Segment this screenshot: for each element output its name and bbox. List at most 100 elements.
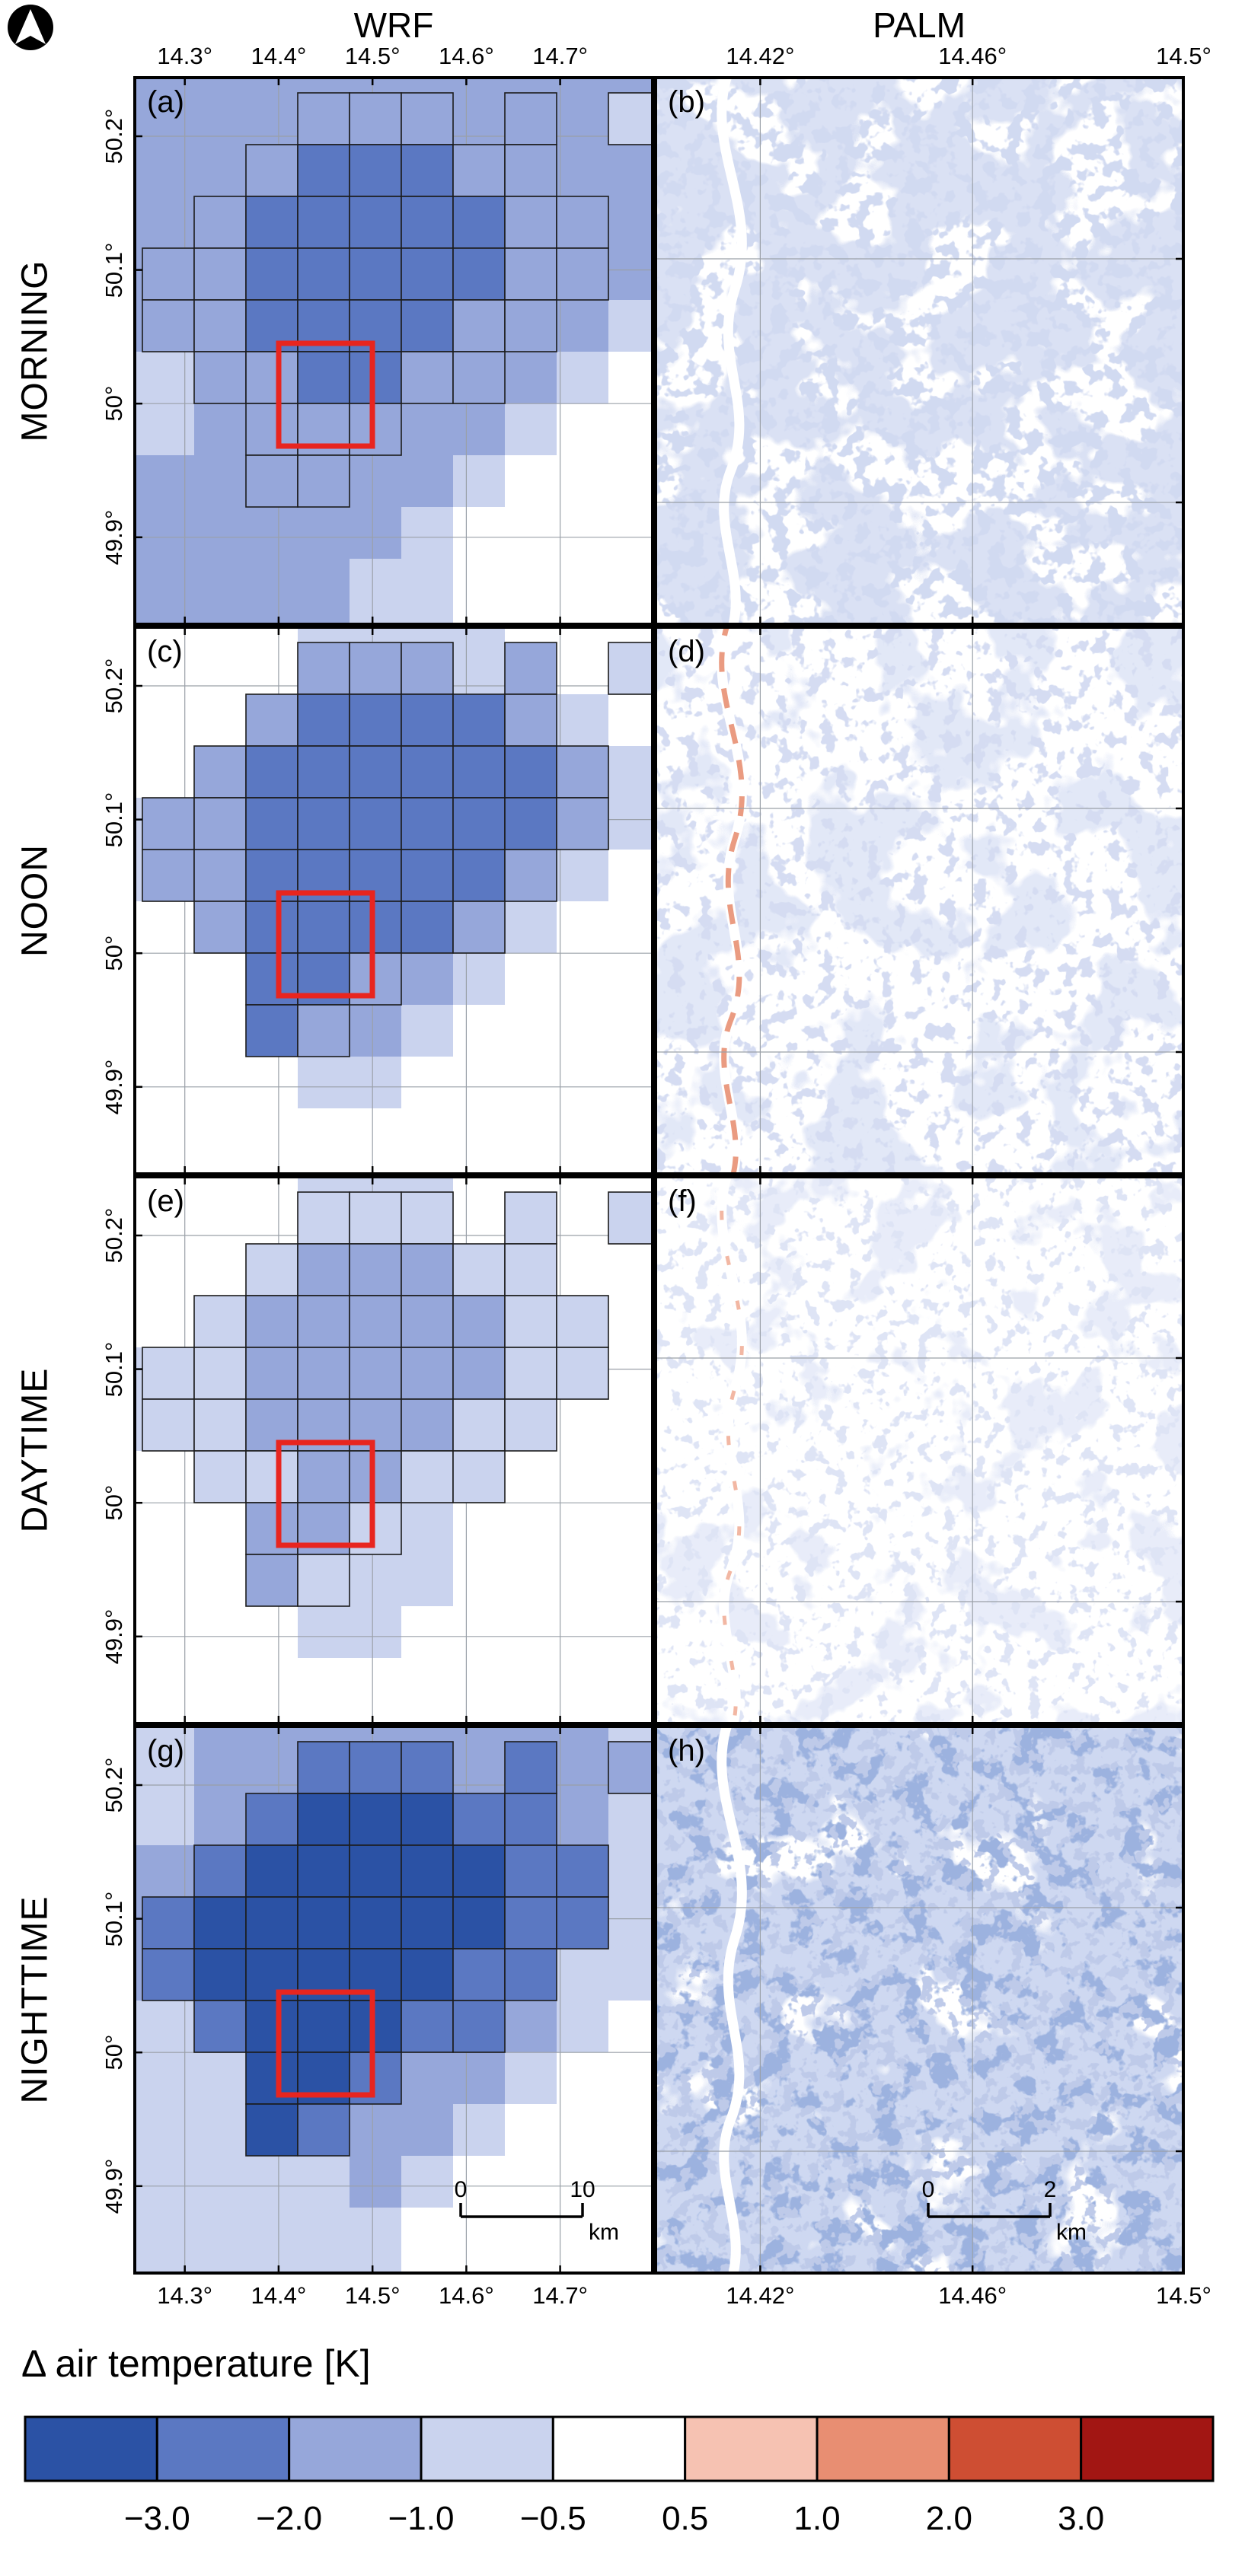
wrf-map-panel-a bbox=[133, 76, 654, 626]
axis-ticks bbox=[133, 76, 561, 626]
graticule bbox=[654, 626, 1185, 1175]
colorbar-tick-label: −0.5 bbox=[519, 2500, 586, 2537]
palm-map-panel-b bbox=[654, 76, 1185, 626]
panel-border bbox=[654, 76, 1185, 626]
lat-tick-label: 50° bbox=[101, 1484, 127, 1521]
colorbar-tick-label: 0.5 bbox=[662, 2500, 709, 2537]
panel-border bbox=[133, 626, 654, 1175]
wrf-lon-tick-label: 14.4° bbox=[251, 43, 307, 69]
wrf-map-panel-e bbox=[133, 1175, 654, 1725]
row-label: MORNING bbox=[14, 260, 56, 442]
lat-tick-label: 50° bbox=[101, 935, 127, 971]
palm-domain-outline bbox=[276, 890, 375, 999]
panel-letter: (b) bbox=[668, 85, 705, 119]
colorbar bbox=[24, 2415, 1215, 2482]
palm-map-panel-d bbox=[654, 626, 1185, 1175]
river-warm-patches bbox=[719, 626, 745, 1175]
colorbar-segment bbox=[684, 2415, 819, 2482]
colorbar-segment bbox=[816, 2415, 950, 2482]
palm-map-panel-h: 0 2 km bbox=[654, 1725, 1185, 2275]
colorbar-segment bbox=[947, 2415, 1083, 2482]
palm-lon-tick-label: 14.46° bbox=[938, 2282, 1007, 2309]
palm-temperature-texture bbox=[654, 1175, 1185, 1725]
north-arrow-logo-icon bbox=[8, 5, 53, 50]
row-label: NOON bbox=[14, 844, 56, 957]
wrf-lon-tick-label: 14.5° bbox=[344, 2282, 401, 2309]
wrf-map-panel-c bbox=[133, 626, 654, 1175]
lat-tick-label: 50.2° bbox=[101, 1757, 127, 1813]
lat-tick-label: 50.2° bbox=[101, 658, 127, 714]
river bbox=[717, 76, 747, 626]
wrf-urban-grid-cells bbox=[142, 92, 654, 508]
palm-domain-outline bbox=[276, 340, 375, 449]
panel-border bbox=[133, 1725, 654, 2275]
scale-bar: 0 2 km bbox=[922, 2177, 1087, 2245]
panel-letter: (h) bbox=[668, 1734, 705, 1768]
scale-bar-label: 0 bbox=[922, 2177, 935, 2202]
scale-bar-label: 10 bbox=[570, 2177, 595, 2202]
lat-tick-label: 49.9° bbox=[101, 2158, 127, 2214]
colorbar-tick-label: −2.0 bbox=[256, 2500, 323, 2537]
palm-map-panel-f bbox=[654, 1175, 1185, 1725]
wrf-lon-tick-label: 14.3° bbox=[157, 43, 213, 69]
column-title-wrf: WRF bbox=[353, 5, 434, 45]
colorbar-segment bbox=[420, 2415, 554, 2482]
palm-domain-outline bbox=[276, 1989, 375, 2098]
lat-tick-label: 50° bbox=[101, 385, 127, 422]
lat-tick-label: 50.1° bbox=[101, 242, 127, 298]
palm-lon-tick-label: 14.5° bbox=[1156, 43, 1211, 69]
palm-lon-tick-label: 14.42° bbox=[726, 43, 795, 69]
colorbar-segment bbox=[551, 2415, 687, 2482]
column-title-palm: PALM bbox=[873, 5, 966, 45]
lat-tick-label: 49.9° bbox=[101, 1059, 127, 1115]
panel-letter: (c) bbox=[147, 635, 183, 668]
colorbar-tick-label: −3.0 bbox=[123, 2500, 190, 2537]
scale-bar-label: km bbox=[1056, 2220, 1087, 2245]
colorbar-tick-label: 2.0 bbox=[925, 2500, 972, 2537]
colorbar-tick-label: −1.0 bbox=[388, 2500, 455, 2537]
colorbar-tick-label: 1.0 bbox=[793, 2500, 841, 2537]
panel-border bbox=[133, 1175, 654, 1725]
graticule bbox=[654, 76, 1185, 626]
lat-tick-label: 50.1° bbox=[101, 1891, 127, 1946]
graticule bbox=[654, 1175, 1185, 1725]
lat-tick-label: 50.2° bbox=[101, 1207, 127, 1264]
wrf-lon-tick-label: 14.6° bbox=[439, 2282, 494, 2309]
palm-temperature-texture bbox=[654, 1725, 1185, 2275]
palm-lon-tick-label: 14.46° bbox=[938, 43, 1007, 69]
palm-domain-outline bbox=[276, 1439, 375, 1548]
palm-lon-tick-label: 14.42° bbox=[726, 2282, 795, 2309]
panel-border bbox=[654, 1725, 1185, 2275]
wrf-lon-tick-label: 14.4° bbox=[251, 2282, 307, 2309]
colorbar-tick-label: 3.0 bbox=[1058, 2500, 1105, 2537]
river bbox=[717, 1725, 747, 2275]
scale-bar-label: 0 bbox=[455, 2177, 468, 2202]
wrf-lon-tick-label: 14.6° bbox=[439, 43, 494, 69]
panel-border bbox=[133, 76, 654, 626]
wrf-lon-tick-label: 14.3° bbox=[157, 2282, 213, 2309]
river bbox=[717, 1175, 747, 1725]
colorbar-segment bbox=[155, 2415, 291, 2482]
panel-letter: (a) bbox=[147, 85, 184, 119]
colorbar-segment bbox=[288, 2415, 423, 2482]
lat-tick-label: 50.1° bbox=[101, 1341, 127, 1397]
palm-temperature-texture bbox=[654, 626, 1185, 1175]
row-label: DAYTIME bbox=[14, 1367, 56, 1533]
lat-tick-label: 50.2° bbox=[101, 108, 127, 164]
lat-tick-label: 50° bbox=[101, 2034, 127, 2071]
scale-bar-label: 2 bbox=[1044, 2177, 1057, 2202]
panel-letter: (g) bbox=[147, 1734, 184, 1768]
panel-letter: (e) bbox=[147, 1184, 184, 1218]
palm-temperature-texture bbox=[654, 76, 1185, 626]
row-label: NIGHTTIME bbox=[14, 1895, 56, 2104]
scale-bar-label: km bbox=[589, 2220, 619, 2245]
wrf-lon-tick-label: 14.7° bbox=[532, 2282, 588, 2309]
panel-border bbox=[654, 626, 1185, 1175]
colorbar-segment bbox=[1080, 2415, 1215, 2482]
wrf-lon-tick-label: 14.7° bbox=[532, 43, 588, 69]
wrf-map-panel-g: 0 10 km bbox=[133, 1725, 654, 2275]
scale-bar: 0 10 km bbox=[455, 2177, 619, 2245]
graticule bbox=[654, 1725, 1185, 2275]
colorbar-segment bbox=[24, 2415, 158, 2482]
